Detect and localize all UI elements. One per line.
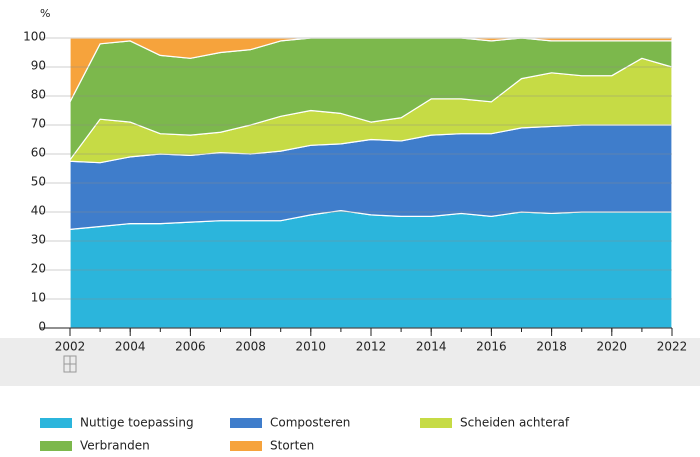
logo xyxy=(63,355,77,373)
y-tick-label: 0 xyxy=(38,320,46,334)
area xyxy=(69,209,673,329)
legend-swatch xyxy=(40,418,72,428)
x-tick-label: 2002 xyxy=(55,340,86,354)
y-tick-label: 100 xyxy=(23,30,46,44)
legend-label: Composteren xyxy=(270,416,350,430)
legend-label: Nuttige toepassing xyxy=(80,416,194,430)
legend-label: Verbranden xyxy=(80,439,150,453)
axis-band xyxy=(0,338,700,386)
y-tick-label: 30 xyxy=(31,233,46,247)
x-tick-label: 2020 xyxy=(597,340,628,354)
y-tick-label: 50 xyxy=(31,175,46,189)
x-tick-label: 2004 xyxy=(115,340,146,354)
legend-swatch xyxy=(40,441,72,451)
legend-swatch xyxy=(420,418,452,428)
y-tick-label: 10 xyxy=(31,291,46,305)
y-tick-label: 20 xyxy=(31,262,46,276)
x-tick-label: 2010 xyxy=(296,340,327,354)
x-tick-label: 2012 xyxy=(356,340,387,354)
legend-swatch xyxy=(230,418,262,428)
x-tick-label: 2014 xyxy=(416,340,447,354)
legend: Nuttige toepassing Composteren Scheiden ac… xyxy=(40,416,570,453)
legend-label: Scheiden achteraf xyxy=(460,416,570,430)
y-tick-label: 70 xyxy=(31,117,46,131)
y-tick-label: 40 xyxy=(31,204,46,218)
y-tick-label: 90 xyxy=(31,59,46,73)
x-tick-label: 2016 xyxy=(476,340,507,354)
x-tick-label: 2008 xyxy=(235,340,266,354)
x-tick-label: 2022 xyxy=(657,340,688,354)
x-tick-label: 2018 xyxy=(536,340,567,354)
y-axis-label: % xyxy=(40,7,50,20)
y-tick-label: 80 xyxy=(31,88,46,102)
x-tick-label: 2006 xyxy=(175,340,206,354)
legend-label: Storten xyxy=(270,439,314,453)
y-tick-label: 60 xyxy=(31,146,46,160)
legend-swatch xyxy=(230,441,262,451)
